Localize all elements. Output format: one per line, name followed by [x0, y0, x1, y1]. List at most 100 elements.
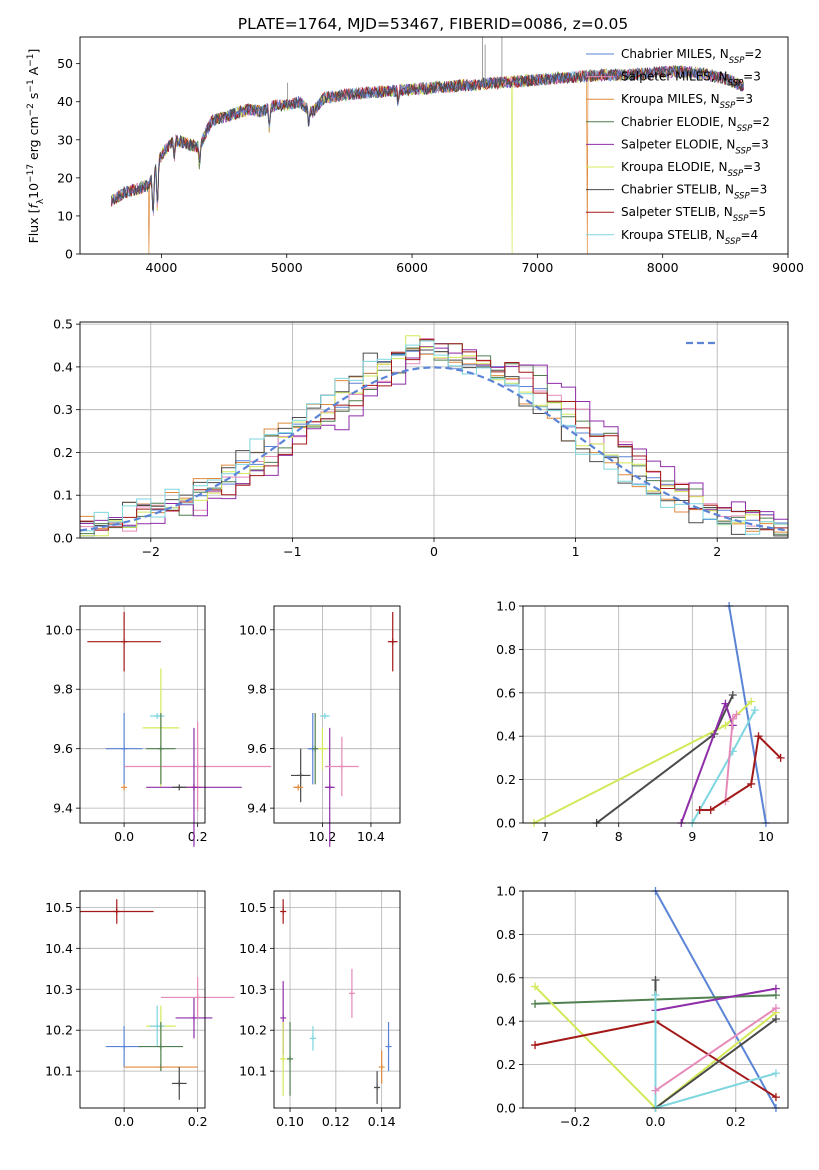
- weight-line-kroupa_stelib: [654, 995, 777, 1108]
- y-tick-label: 20: [57, 170, 73, 185]
- point-marker-chabrier_elodie: [157, 1043, 164, 1050]
- y-tick-label: 0.5: [53, 317, 73, 332]
- weight-marker-kroupa_stelib: [651, 991, 660, 1000]
- y-tick-label: 9.8: [53, 682, 73, 697]
- y-tick-label: 10.2: [45, 1023, 73, 1038]
- x-tick-label: 0.0: [114, 829, 134, 844]
- y-tick-label: 10.3: [45, 982, 73, 997]
- weight-marker-chabrier_stelib: [771, 1015, 780, 1024]
- y-tick-label: 0.2: [53, 445, 73, 460]
- y-tick-label: 10.0: [45, 622, 73, 637]
- point-marker-chabrier_elodie: [312, 745, 319, 752]
- x-tick-label: 0.2: [726, 1114, 746, 1129]
- x-tick-label: 10: [758, 829, 774, 844]
- legend-label-kroupa_miles: Kroupa MILES, NSSP=3: [621, 92, 753, 111]
- y-tick-label: 50: [57, 56, 73, 71]
- mass-weight-vs-metallicity-panel: −0.2 0.0 0.2 0.0 0.2 0.4 0.6 0.8 1.0: [496, 884, 789, 1129]
- y-tick-label: 0: [65, 247, 73, 262]
- point-marker-kroupa_elodie: [319, 745, 326, 752]
- weight-line-salpeter_miles: [654, 1007, 777, 1092]
- y-tick-label: 0.4: [53, 359, 73, 374]
- y-tick-label: 0.3: [53, 402, 73, 417]
- point-marker-chabrier_stelib: [176, 784, 183, 791]
- y-label-part: s: [26, 93, 41, 104]
- y-label-part: −1: [26, 79, 36, 92]
- y-tick-label: 0.6: [496, 685, 516, 700]
- point-marker-salpeter_stelib: [389, 638, 396, 645]
- point-marker-kroupa_stelib: [154, 712, 161, 719]
- axes-frame: [273, 890, 401, 1109]
- point-marker-salpeter_stelib: [113, 908, 120, 915]
- mass-weight-vs-age-panel: 7 8 9 10 0.0 0.2 0.4 0.6 0.8 1.0: [496, 599, 789, 844]
- y-label-part: ]: [26, 49, 41, 54]
- y-tick-label: 0.4: [496, 729, 516, 744]
- weight-line-salpeter_miles: [724, 713, 738, 802]
- weight-marker-salpeter_stelib: [776, 753, 785, 762]
- weight-marker-salpeter_stelib: [771, 1093, 780, 1102]
- y-label-part: −2: [26, 103, 36, 116]
- y-tick-label: 9.8: [247, 682, 267, 697]
- point-marker-salpeter_stelib: [121, 638, 128, 645]
- y-label-part: Flux [: [26, 209, 41, 244]
- spectrum-panel: 4000 5000 6000 7000 8000 9000 0 10 20 30 40 50 Flux …: [26, 36, 804, 275]
- point-marker-chabrier_miles: [121, 1043, 128, 1050]
- normal-curve: [79, 366, 789, 532]
- legend-label-kroupa_stelib: Kroupa STELIB, NSSP=4: [621, 228, 758, 247]
- axes-frame: [79, 321, 789, 539]
- y-tick-label: 9.6: [53, 741, 73, 756]
- y-tick-label: 0.2: [496, 1057, 516, 1072]
- point-marker-kroupa_stelib: [309, 1035, 316, 1042]
- y-label-part: λ: [36, 198, 46, 204]
- x-tick-label: 10.4: [357, 829, 385, 844]
- x-tick-label: 9000: [772, 260, 804, 275]
- y-tick-label: 1.0: [496, 884, 516, 899]
- legend-label-kroupa_elodie: Kroupa ELODIE, NSSP=3: [621, 160, 761, 179]
- y-tick-label: 9.4: [53, 801, 73, 816]
- y-tick-label: 10.1: [239, 1064, 267, 1079]
- age-vs-mass-panel: 10.2 10.4 9.4 9.6 9.8 10.0: [239, 605, 401, 847]
- point-marker-salpeter_miles: [348, 990, 355, 997]
- point-marker-salpeter_stelib: [280, 908, 287, 915]
- weight-marker-kroupa_elodie: [531, 982, 540, 991]
- point-marker-chabrier_stelib: [297, 772, 304, 779]
- mass-vs-metallicity-panel: 0.0 0.2 10.1 10.2 10.3 10.4 10.5: [45, 890, 235, 1129]
- y-tick-label: 30: [57, 132, 73, 147]
- weight-marker-salpeter_stelib: [754, 732, 763, 741]
- y-tick-label: 40: [57, 94, 73, 109]
- x-tick-label: 7: [541, 829, 549, 844]
- age-vs-metallicity-panel: 0.0 0.2 9.4 9.6 9.8 10.0: [45, 605, 272, 847]
- point-marker-kroupa_elodie: [280, 1055, 287, 1062]
- x-tick-label: 9: [688, 829, 696, 844]
- x-tick-label: 0.0: [114, 1114, 134, 1129]
- weight-marker-kroupa_stelib: [750, 706, 759, 715]
- y-tick-label: 0.4: [496, 1014, 516, 1029]
- weight-marker-salpeter_stelib: [747, 779, 756, 788]
- x-tick-label: −2: [142, 544, 160, 559]
- mass-vs-ebv-panel: 0.10 0.12 0.14 10.1 10.2 10.3 10.4 10.5: [239, 890, 401, 1129]
- y-tick-label: 10.5: [239, 900, 267, 915]
- x-tick-label: 8: [615, 829, 623, 844]
- point-marker-kroupa_stelib: [321, 712, 328, 719]
- y-tick-label: 10.1: [45, 1064, 73, 1079]
- y-tick-label: 1.0: [496, 599, 516, 614]
- x-tick-label: 0.12: [322, 1114, 350, 1129]
- x-tick-label: 10.2: [309, 829, 337, 844]
- point-marker-salpeter_elodie: [326, 784, 333, 791]
- x-tick-label: 4000: [146, 260, 178, 275]
- point-marker-kroupa_stelib: [154, 1023, 161, 1030]
- figure-title: PLATE=1764, MJD=53467, FIBERID=0086, z=0…: [238, 15, 628, 33]
- y-label-part: 10: [26, 183, 41, 199]
- point-marker-salpeter_miles: [194, 763, 201, 770]
- y-tick-label: 0.0: [496, 1101, 516, 1116]
- y-tick-label: 10.3: [239, 982, 267, 997]
- weight-marker-kroupa_elodie: [747, 697, 756, 706]
- y-tick-label: 10.2: [239, 1023, 267, 1038]
- y-tick-label: 9.6: [247, 741, 267, 756]
- x-tick-label: 0.0: [646, 1114, 666, 1129]
- x-tick-label: 1: [572, 544, 580, 559]
- weight-line-salpeter_elodie: [655, 987, 777, 1012]
- axes-frame: [273, 605, 401, 824]
- legend-label-chabrier_miles: Chabrier MILES, NSSP=2: [621, 47, 762, 66]
- point-marker-chabrier_elodie: [287, 1055, 294, 1062]
